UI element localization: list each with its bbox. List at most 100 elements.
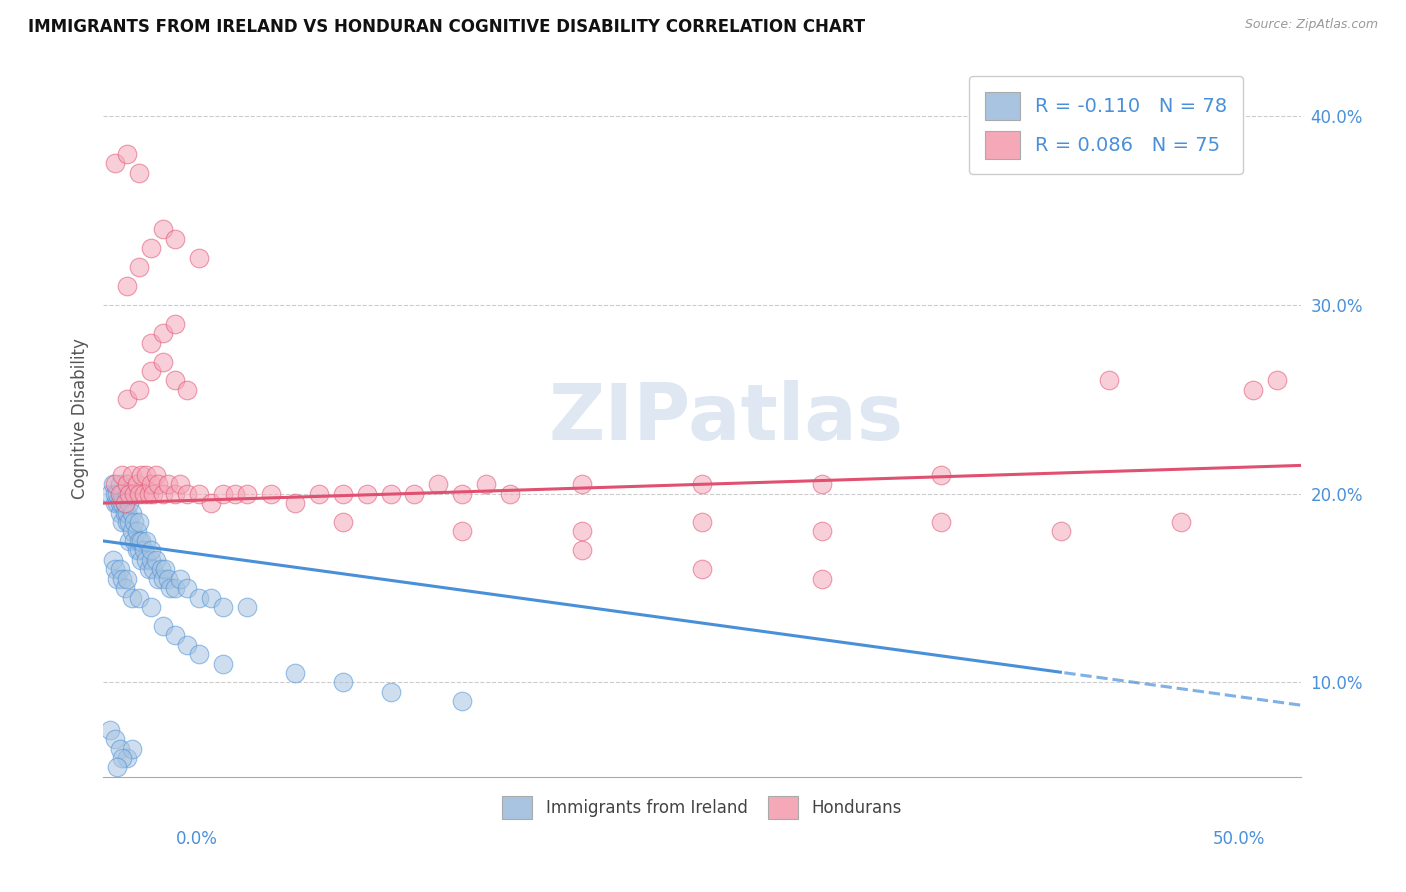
- Point: [125, 524, 148, 539]
- Point: [115, 279, 138, 293]
- Point: [159, 581, 181, 595]
- Point: [332, 675, 354, 690]
- Point: [128, 533, 150, 548]
- Point: [108, 496, 131, 510]
- Point: [200, 496, 222, 510]
- Point: [139, 364, 162, 378]
- Point: [571, 543, 593, 558]
- Legend: Immigrants from Ireland, Hondurans: Immigrants from Ireland, Hondurans: [496, 789, 908, 826]
- Point: [108, 562, 131, 576]
- Point: [931, 515, 953, 529]
- Point: [111, 751, 134, 765]
- Point: [132, 487, 155, 501]
- Point: [128, 260, 150, 275]
- Point: [104, 477, 127, 491]
- Point: [284, 666, 307, 681]
- Point: [128, 166, 150, 180]
- Point: [111, 496, 134, 510]
- Point: [163, 317, 186, 331]
- Point: [115, 751, 138, 765]
- Point: [121, 524, 143, 539]
- Point: [163, 581, 186, 595]
- Point: [152, 572, 174, 586]
- Point: [356, 487, 378, 501]
- Point: [107, 760, 129, 774]
- Point: [155, 562, 177, 576]
- Text: IMMIGRANTS FROM IRELAND VS HONDURAN COGNITIVE DISABILITY CORRELATION CHART: IMMIGRANTS FROM IRELAND VS HONDURAN COGN…: [28, 18, 865, 36]
- Text: 50.0%: 50.0%: [1213, 830, 1265, 847]
- Point: [380, 487, 402, 501]
- Point: [260, 487, 283, 501]
- Point: [118, 487, 141, 501]
- Point: [380, 685, 402, 699]
- Point: [145, 553, 167, 567]
- Point: [104, 487, 127, 501]
- Point: [115, 572, 138, 586]
- Point: [200, 591, 222, 605]
- Point: [128, 383, 150, 397]
- Point: [236, 487, 259, 501]
- Point: [475, 477, 498, 491]
- Point: [156, 477, 179, 491]
- Point: [122, 515, 145, 529]
- Point: [98, 487, 121, 501]
- Point: [118, 496, 141, 510]
- Point: [101, 553, 124, 567]
- Point: [131, 553, 153, 567]
- Point: [690, 477, 713, 491]
- Point: [138, 562, 160, 576]
- Point: [148, 477, 170, 491]
- Point: [115, 147, 138, 161]
- Point: [128, 515, 150, 529]
- Point: [98, 723, 121, 737]
- Point: [163, 232, 186, 246]
- Point: [169, 477, 191, 491]
- Point: [284, 496, 307, 510]
- Point: [142, 487, 165, 501]
- Point: [125, 477, 148, 491]
- Point: [176, 383, 198, 397]
- Point: [135, 553, 157, 567]
- Point: [122, 487, 145, 501]
- Point: [104, 732, 127, 747]
- Point: [111, 487, 134, 501]
- Point: [139, 543, 162, 558]
- Point: [118, 533, 141, 548]
- Text: 0.0%: 0.0%: [176, 830, 218, 847]
- Point: [125, 543, 148, 558]
- Point: [152, 222, 174, 236]
- Point: [1098, 374, 1121, 388]
- Point: [111, 572, 134, 586]
- Point: [107, 487, 129, 501]
- Point: [108, 741, 131, 756]
- Point: [115, 392, 138, 407]
- Point: [139, 335, 162, 350]
- Point: [163, 487, 186, 501]
- Point: [163, 374, 186, 388]
- Point: [163, 628, 186, 642]
- Point: [104, 156, 127, 170]
- Point: [149, 562, 172, 576]
- Point: [1265, 374, 1288, 388]
- Point: [114, 506, 136, 520]
- Point: [131, 467, 153, 482]
- Point: [187, 647, 209, 661]
- Point: [138, 487, 160, 501]
- Point: [224, 487, 246, 501]
- Point: [212, 487, 235, 501]
- Point: [451, 694, 474, 708]
- Point: [101, 477, 124, 491]
- Point: [111, 515, 134, 529]
- Point: [135, 467, 157, 482]
- Point: [187, 591, 209, 605]
- Point: [121, 467, 143, 482]
- Point: [404, 487, 426, 501]
- Point: [122, 533, 145, 548]
- Point: [451, 524, 474, 539]
- Point: [104, 562, 127, 576]
- Point: [810, 477, 832, 491]
- Point: [128, 543, 150, 558]
- Point: [128, 591, 150, 605]
- Point: [142, 562, 165, 576]
- Y-axis label: Cognitive Disability: Cognitive Disability: [72, 338, 89, 499]
